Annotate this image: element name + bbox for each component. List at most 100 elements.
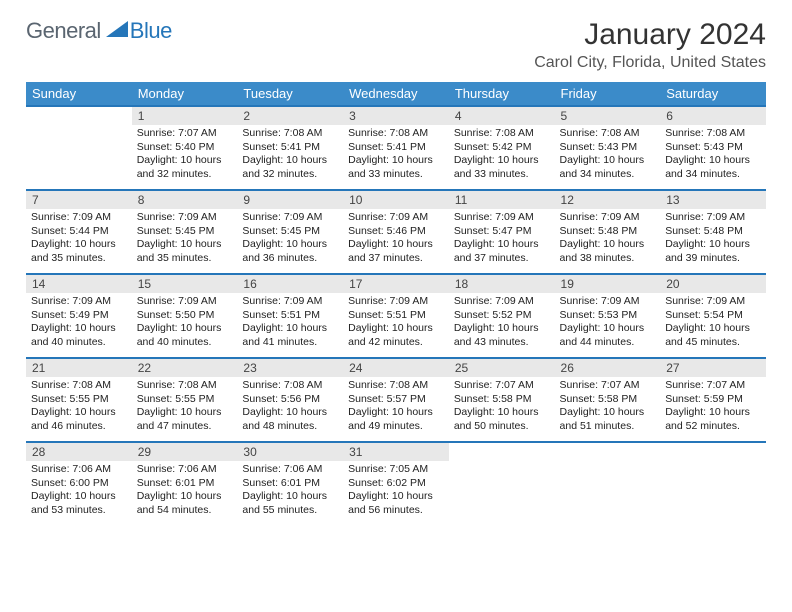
day-details: Sunrise: 7:09 AMSunset: 5:50 PMDaylight:… xyxy=(132,293,238,354)
day-number: 14 xyxy=(26,275,132,293)
week-row: 14Sunrise: 7:09 AMSunset: 5:49 PMDayligh… xyxy=(26,274,766,358)
week-row: 28Sunrise: 7:06 AMSunset: 6:00 PMDayligh… xyxy=(26,442,766,526)
empty-cell xyxy=(449,442,555,526)
day-cell: 6Sunrise: 7:08 AMSunset: 5:43 PMDaylight… xyxy=(660,106,766,190)
day-number: 19 xyxy=(555,275,661,293)
day-number: 1 xyxy=(132,107,238,125)
day-number: 4 xyxy=(449,107,555,125)
week-row: 7Sunrise: 7:09 AMSunset: 5:44 PMDaylight… xyxy=(26,190,766,274)
empty-cell xyxy=(660,442,766,526)
day-number: 7 xyxy=(26,191,132,209)
title-block: January 2024 Carol City, Florida, United… xyxy=(534,18,766,72)
weekday-thursday: Thursday xyxy=(449,82,555,106)
header: General Blue January 2024 Carol City, Fl… xyxy=(26,18,766,72)
logo: General Blue xyxy=(26,18,172,44)
weekday-wednesday: Wednesday xyxy=(343,82,449,106)
day-cell: 26Sunrise: 7:07 AMSunset: 5:58 PMDayligh… xyxy=(555,358,661,442)
day-details: Sunrise: 7:08 AMSunset: 5:55 PMDaylight:… xyxy=(26,377,132,438)
month-title: January 2024 xyxy=(534,18,766,52)
day-number: 29 xyxy=(132,443,238,461)
day-cell: 3Sunrise: 7:08 AMSunset: 5:41 PMDaylight… xyxy=(343,106,449,190)
logo-triangle-icon xyxy=(106,21,128,42)
day-details: Sunrise: 7:09 AMSunset: 5:47 PMDaylight:… xyxy=(449,209,555,270)
day-number: 30 xyxy=(237,443,343,461)
day-cell: 1Sunrise: 7:07 AMSunset: 5:40 PMDaylight… xyxy=(132,106,238,190)
day-cell: 20Sunrise: 7:09 AMSunset: 5:54 PMDayligh… xyxy=(660,274,766,358)
empty-cell xyxy=(26,106,132,190)
day-details: Sunrise: 7:09 AMSunset: 5:44 PMDaylight:… xyxy=(26,209,132,270)
weekday-sunday: Sunday xyxy=(26,82,132,106)
day-number: 13 xyxy=(660,191,766,209)
day-details: Sunrise: 7:09 AMSunset: 5:48 PMDaylight:… xyxy=(555,209,661,270)
day-cell: 29Sunrise: 7:06 AMSunset: 6:01 PMDayligh… xyxy=(132,442,238,526)
day-details: Sunrise: 7:08 AMSunset: 5:56 PMDaylight:… xyxy=(237,377,343,438)
day-cell: 22Sunrise: 7:08 AMSunset: 5:55 PMDayligh… xyxy=(132,358,238,442)
day-details: Sunrise: 7:05 AMSunset: 6:02 PMDaylight:… xyxy=(343,461,449,522)
day-number: 6 xyxy=(660,107,766,125)
week-row: 21Sunrise: 7:08 AMSunset: 5:55 PMDayligh… xyxy=(26,358,766,442)
day-details: Sunrise: 7:06 AMSunset: 6:00 PMDaylight:… xyxy=(26,461,132,522)
day-details: Sunrise: 7:07 AMSunset: 5:58 PMDaylight:… xyxy=(449,377,555,438)
day-details: Sunrise: 7:08 AMSunset: 5:42 PMDaylight:… xyxy=(449,125,555,186)
week-row: 1Sunrise: 7:07 AMSunset: 5:40 PMDaylight… xyxy=(26,106,766,190)
day-details: Sunrise: 7:09 AMSunset: 5:53 PMDaylight:… xyxy=(555,293,661,354)
day-details: Sunrise: 7:07 AMSunset: 5:58 PMDaylight:… xyxy=(555,377,661,438)
day-number: 25 xyxy=(449,359,555,377)
day-number: 27 xyxy=(660,359,766,377)
day-cell: 12Sunrise: 7:09 AMSunset: 5:48 PMDayligh… xyxy=(555,190,661,274)
day-cell: 28Sunrise: 7:06 AMSunset: 6:00 PMDayligh… xyxy=(26,442,132,526)
day-details: Sunrise: 7:09 AMSunset: 5:45 PMDaylight:… xyxy=(132,209,238,270)
day-number: 21 xyxy=(26,359,132,377)
weekday-monday: Monday xyxy=(132,82,238,106)
day-details: Sunrise: 7:09 AMSunset: 5:51 PMDaylight:… xyxy=(237,293,343,354)
day-cell: 11Sunrise: 7:09 AMSunset: 5:47 PMDayligh… xyxy=(449,190,555,274)
day-number: 18 xyxy=(449,275,555,293)
day-details: Sunrise: 7:09 AMSunset: 5:51 PMDaylight:… xyxy=(343,293,449,354)
day-cell: 24Sunrise: 7:08 AMSunset: 5:57 PMDayligh… xyxy=(343,358,449,442)
day-details: Sunrise: 7:09 AMSunset: 5:45 PMDaylight:… xyxy=(237,209,343,270)
day-cell: 10Sunrise: 7:09 AMSunset: 5:46 PMDayligh… xyxy=(343,190,449,274)
day-details: Sunrise: 7:08 AMSunset: 5:55 PMDaylight:… xyxy=(132,377,238,438)
day-cell: 9Sunrise: 7:09 AMSunset: 5:45 PMDaylight… xyxy=(237,190,343,274)
day-number: 12 xyxy=(555,191,661,209)
day-details: Sunrise: 7:08 AMSunset: 5:43 PMDaylight:… xyxy=(555,125,661,186)
location: Carol City, Florida, United States xyxy=(534,54,766,72)
day-number: 22 xyxy=(132,359,238,377)
day-number: 15 xyxy=(132,275,238,293)
day-details: Sunrise: 7:07 AMSunset: 5:40 PMDaylight:… xyxy=(132,125,238,186)
day-cell: 25Sunrise: 7:07 AMSunset: 5:58 PMDayligh… xyxy=(449,358,555,442)
day-cell: 2Sunrise: 7:08 AMSunset: 5:41 PMDaylight… xyxy=(237,106,343,190)
day-cell: 15Sunrise: 7:09 AMSunset: 5:50 PMDayligh… xyxy=(132,274,238,358)
day-cell: 31Sunrise: 7:05 AMSunset: 6:02 PMDayligh… xyxy=(343,442,449,526)
weekday-saturday: Saturday xyxy=(660,82,766,106)
day-number: 2 xyxy=(237,107,343,125)
weekday-friday: Friday xyxy=(555,82,661,106)
day-number: 26 xyxy=(555,359,661,377)
day-cell: 27Sunrise: 7:07 AMSunset: 5:59 PMDayligh… xyxy=(660,358,766,442)
day-details: Sunrise: 7:06 AMSunset: 6:01 PMDaylight:… xyxy=(132,461,238,522)
day-cell: 4Sunrise: 7:08 AMSunset: 5:42 PMDaylight… xyxy=(449,106,555,190)
day-cell: 17Sunrise: 7:09 AMSunset: 5:51 PMDayligh… xyxy=(343,274,449,358)
day-number: 10 xyxy=(343,191,449,209)
day-cell: 18Sunrise: 7:09 AMSunset: 5:52 PMDayligh… xyxy=(449,274,555,358)
logo-text-blue: Blue xyxy=(130,18,172,44)
day-cell: 16Sunrise: 7:09 AMSunset: 5:51 PMDayligh… xyxy=(237,274,343,358)
day-cell: 19Sunrise: 7:09 AMSunset: 5:53 PMDayligh… xyxy=(555,274,661,358)
day-details: Sunrise: 7:08 AMSunset: 5:57 PMDaylight:… xyxy=(343,377,449,438)
day-number: 24 xyxy=(343,359,449,377)
day-cell: 30Sunrise: 7:06 AMSunset: 6:01 PMDayligh… xyxy=(237,442,343,526)
day-number: 28 xyxy=(26,443,132,461)
day-number: 3 xyxy=(343,107,449,125)
day-details: Sunrise: 7:09 AMSunset: 5:54 PMDaylight:… xyxy=(660,293,766,354)
day-number: 9 xyxy=(237,191,343,209)
empty-cell xyxy=(555,442,661,526)
day-cell: 23Sunrise: 7:08 AMSunset: 5:56 PMDayligh… xyxy=(237,358,343,442)
day-number: 31 xyxy=(343,443,449,461)
day-cell: 5Sunrise: 7:08 AMSunset: 5:43 PMDaylight… xyxy=(555,106,661,190)
day-details: Sunrise: 7:08 AMSunset: 5:41 PMDaylight:… xyxy=(237,125,343,186)
day-details: Sunrise: 7:09 AMSunset: 5:48 PMDaylight:… xyxy=(660,209,766,270)
day-number: 11 xyxy=(449,191,555,209)
day-details: Sunrise: 7:09 AMSunset: 5:49 PMDaylight:… xyxy=(26,293,132,354)
day-number: 8 xyxy=(132,191,238,209)
day-details: Sunrise: 7:06 AMSunset: 6:01 PMDaylight:… xyxy=(237,461,343,522)
